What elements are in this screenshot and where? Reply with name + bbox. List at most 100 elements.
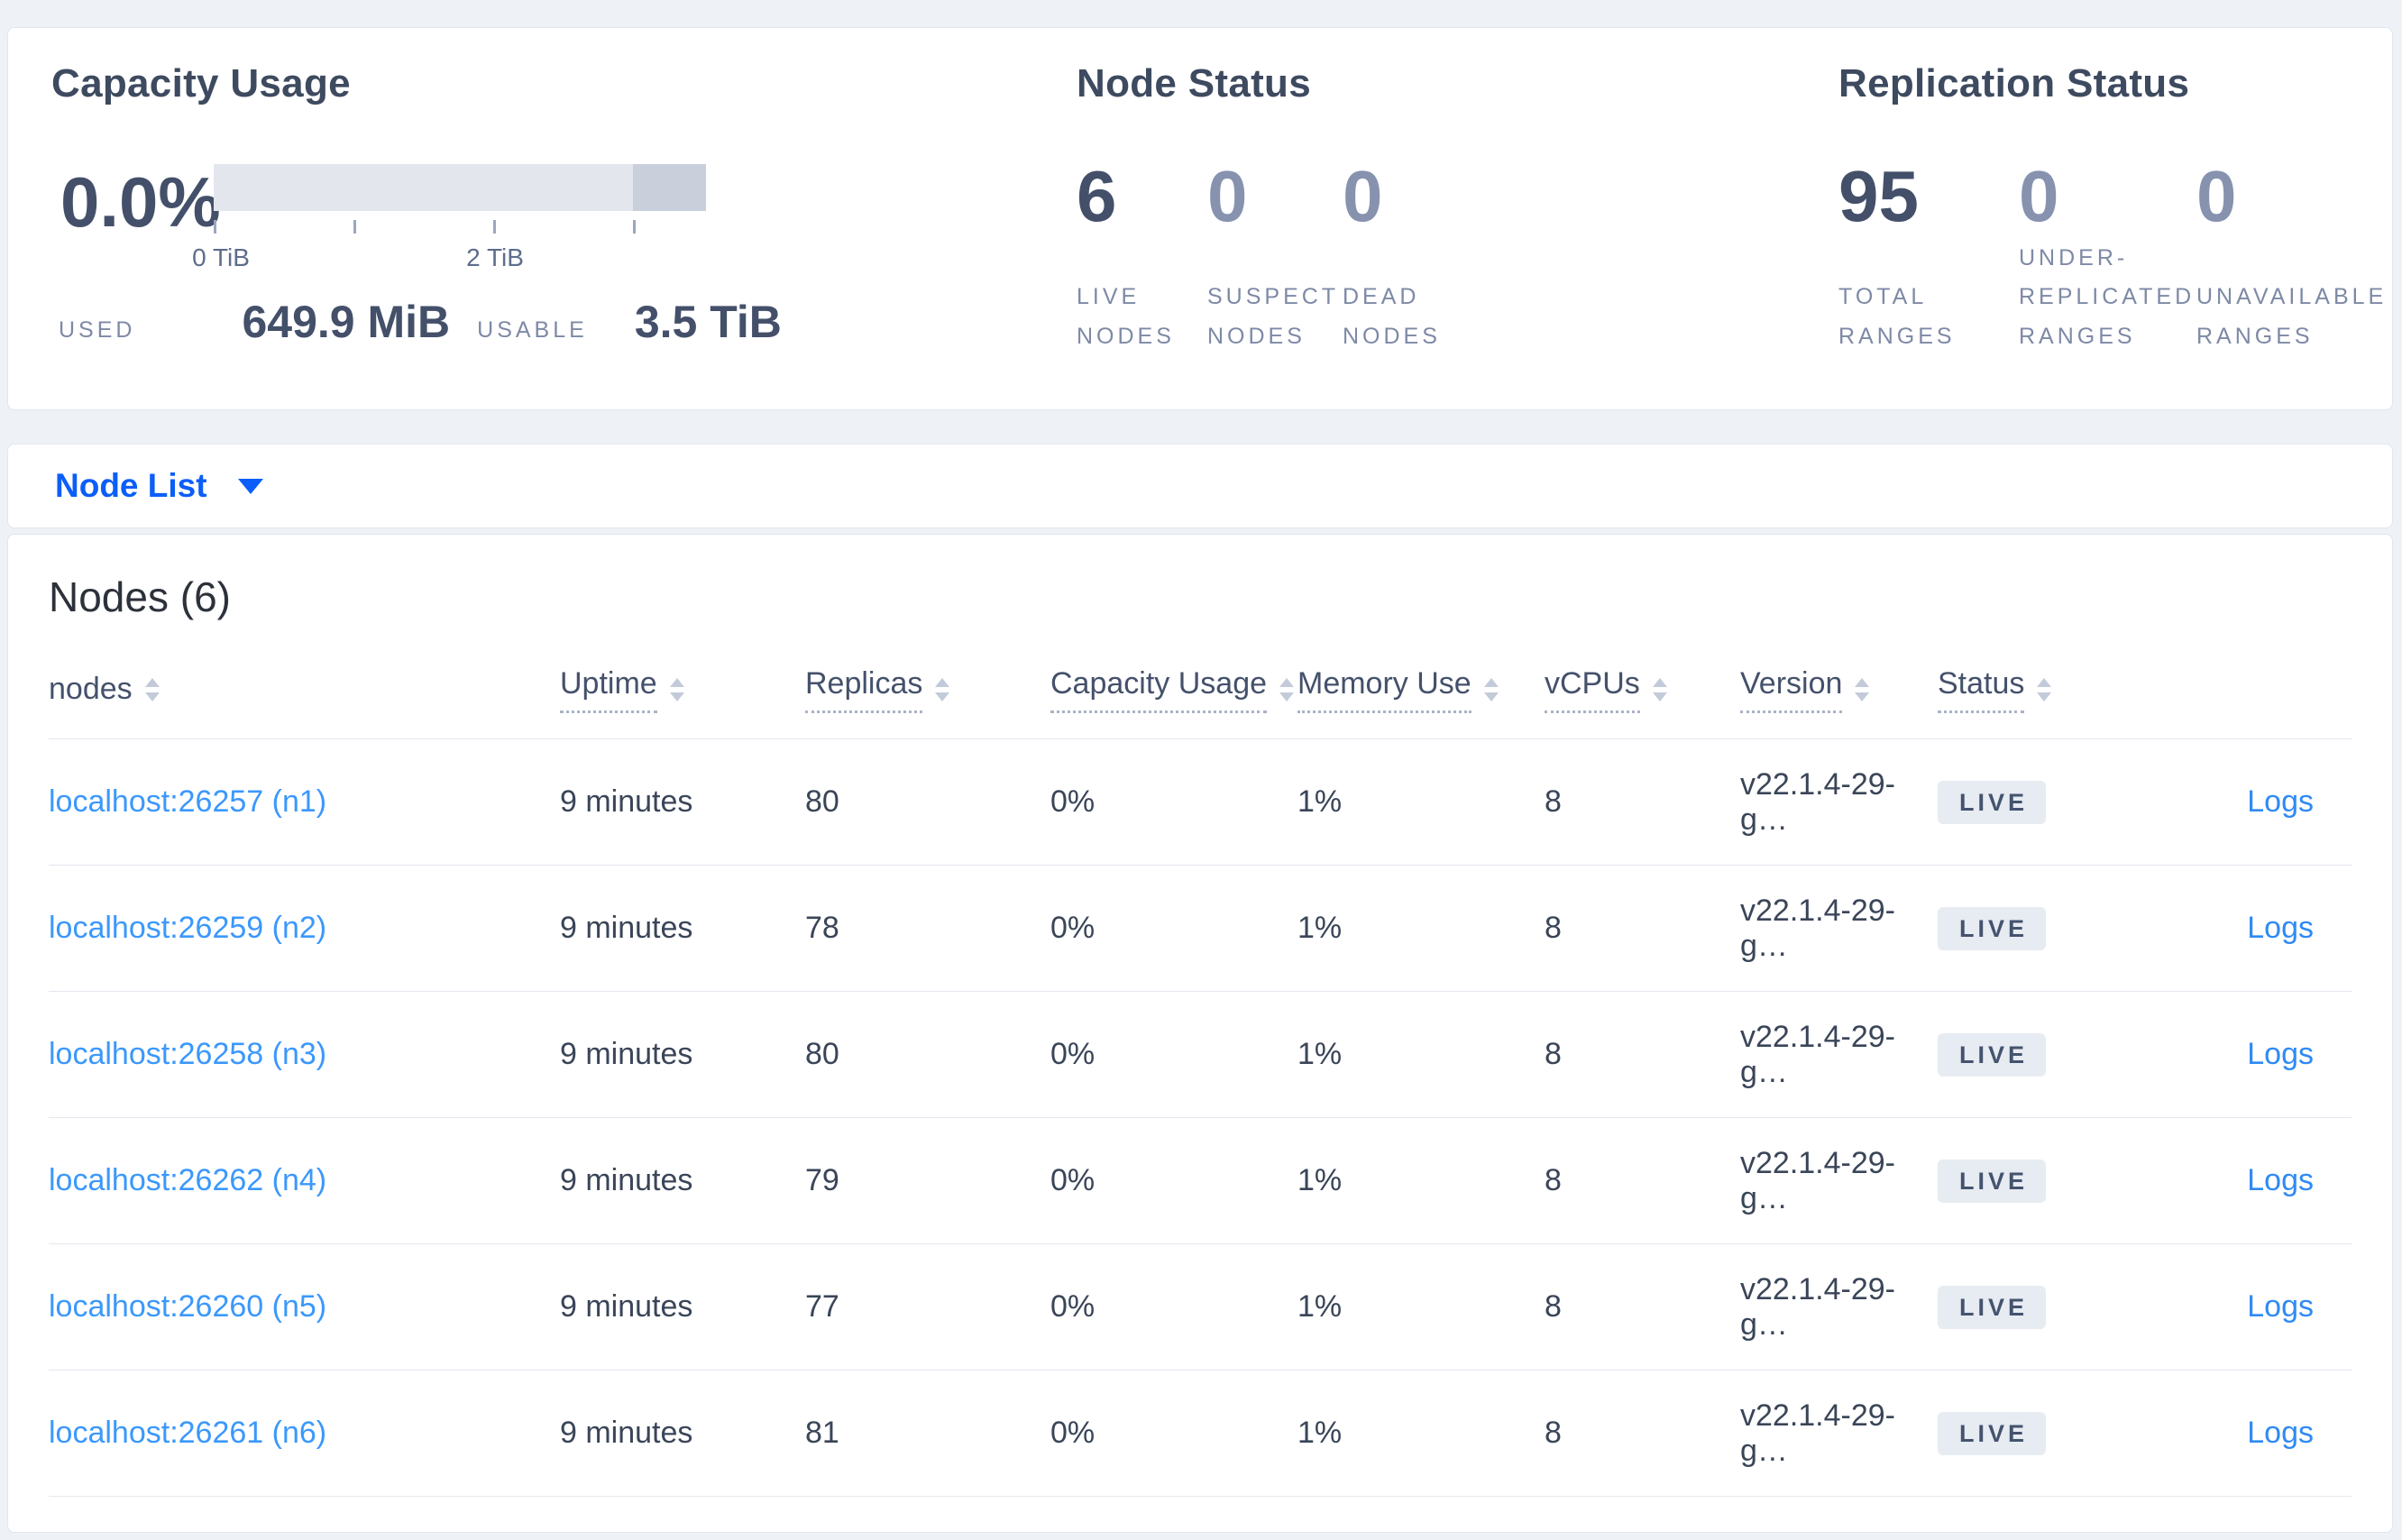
node-name-cell: localhost:26259 (n2) [49,911,560,946]
node-list-selector-bar: Node List [7,444,2393,528]
column-header-memory-use[interactable]: Memory Use [1297,665,1545,714]
sort-icon [935,677,950,701]
capacity-cell: 0% [1050,1416,1096,1451]
replicas-cell: 81 [805,1416,839,1451]
used-label: USED [59,316,136,343]
vcpus-cell: 8 [1545,1289,1562,1325]
node-name-cell: localhost:26257 (n1) [49,784,560,820]
dead-nodes-label: DEAD NODES [1343,284,1441,350]
logs-link[interactable]: Logs [2247,911,2314,946]
sort-icon [669,677,684,701]
node-link[interactable]: localhost:26257 (n1) [49,784,327,820]
node-list-dropdown[interactable]: Node List [55,467,263,505]
capacity-cell: 0% [1050,1037,1096,1072]
column-header-capacity-usage[interactable]: Capacity Usage [1050,665,1297,714]
column-header-replicas[interactable]: Replicas [805,665,1050,714]
vcpus-cell: 8 [1545,1163,1562,1198]
capacity-usage-section: Capacity Usage 0.0% 0 TiB 2 TiB USED 649… [51,60,782,348]
version-cell: v22.1.4-29-g… [1740,1271,1895,1342]
node-status-stats: 6 LIVE NODES 0 SUSPECT NODES 0 DEAD NODE… [1077,160,1464,357]
gauge-tick [353,219,356,234]
table-row: localhost:26261 (n6) 9 minutes 81 0% 1% … [49,1370,2352,1498]
version-cell: v22.1.4-29-g… [1740,1145,1895,1215]
node-link[interactable]: localhost:26261 (n6) [49,1416,327,1451]
column-header-version[interactable]: Version [1740,665,1938,714]
memory-cell: 1% [1297,1289,1343,1325]
status-badge: LIVE [1938,1159,2047,1203]
logs-link[interactable]: Logs [2247,1416,2314,1451]
capacity-usage-title: Capacity Usage [51,61,351,105]
status-cell: LIVE [1938,1159,2154,1203]
replicas-cell: 80 [805,784,839,820]
capacity-used-usable-row: USED 649.9 MiB USABLE 3.5 TiB [59,296,782,348]
dead-nodes-value: 0 [1343,155,1383,236]
replicas-cell: 77 [805,1289,839,1325]
logs-link[interactable]: Logs [2247,1037,2314,1072]
unavailable-ranges-value: 0 [2196,155,2237,236]
logs-cell: Logs [2154,784,2352,820]
memory-cell: 1% [1297,911,1343,946]
logs-cell: Logs [2154,1416,2352,1451]
node-link[interactable]: localhost:26258 (n3) [49,1037,327,1072]
sort-icon [1279,677,1295,701]
capacity-cell: 0% [1050,1289,1096,1325]
column-header-uptime[interactable]: Uptime [560,665,805,714]
usable-value: 3.5 TiB [634,296,782,347]
memory-cell: 1% [1297,1037,1343,1072]
sort-icon [1652,677,1667,701]
logs-link[interactable]: Logs [2247,784,2314,820]
under-replicated-ranges-label: UNDER-REPLICATED RANGES [2019,244,2196,350]
capacity-cell: 0% [1050,1163,1096,1198]
uptime-cell: 9 minutes [560,784,693,820]
memory-cell: 1% [1297,1163,1343,1198]
status-badge: LIVE [1938,1411,2047,1455]
replicas-cell: 80 [805,1037,839,1072]
column-header-status[interactable]: Status [1938,665,2154,714]
column-header-nodes[interactable]: nodes [49,671,560,708]
node-name-cell: localhost:26261 (n6) [49,1416,560,1451]
chevron-down-icon [237,478,263,494]
table-row: localhost:26257 (n1) 9 minutes 80 0% 1% … [49,739,2352,866]
gauge-tick [493,219,496,234]
replicas-cell: 78 [805,911,839,946]
under-replicated-ranges-value: 0 [2019,155,2059,236]
column-header-vcpus[interactable]: vCPUs [1545,665,1740,714]
gauge-tick-label-2: 2 TiB [466,243,524,271]
replication-status-stats: 95 TOTAL RANGES 0 UNDER-REPLICATED RANGE… [1838,160,2402,357]
version-cell: v22.1.4-29-g… [1740,1398,1895,1468]
node-status-section: Node Status 6 LIVE NODES 0 SUSPECT NODES… [1077,60,1464,357]
under-replicated-ranges-stat: 0 UNDER-REPLICATED RANGES [2019,160,2196,357]
node-name-cell: localhost:26262 (n4) [49,1163,560,1198]
vcpus-cell: 8 [1545,784,1562,820]
unavailable-ranges-label: UNAVAILABLE RANGES [2196,284,2388,350]
total-ranges-stat: 95 TOTAL RANGES [1838,160,2019,357]
used-value: 649.9 MiB [242,296,451,347]
live-nodes-value: 6 [1077,155,1117,236]
capacity-gauge: 0 TiB 2 TiB [192,163,706,271]
node-name-cell: localhost:26258 (n3) [49,1037,560,1072]
cluster-summary-card: Capacity Usage 0.0% 0 TiB 2 TiB USED 649… [7,27,2393,410]
logs-cell: Logs [2154,1037,2352,1072]
uptime-cell: 9 minutes [560,1037,693,1072]
nodes-table-title: Nodes (6) [49,573,231,620]
gauge-tick-label-0: 0 TiB [192,243,250,271]
unavailable-ranges-stat: 0 UNAVAILABLE RANGES [2196,160,2402,357]
logs-link[interactable]: Logs [2247,1289,2314,1325]
suspect-nodes-label: SUSPECT NODES [1207,284,1339,350]
version-cell: v22.1.4-29-g… [1740,893,1895,963]
node-link[interactable]: localhost:26259 (n2) [49,911,327,946]
replication-status-section: Replication Status 95 TOTAL RANGES 0 UND… [1838,60,2402,357]
vcpus-cell: 8 [1545,1416,1562,1451]
node-link[interactable]: localhost:26260 (n5) [49,1289,327,1325]
nodes-table-card: Nodes (6) nodes Uptime Replicas Capacity… [7,534,2393,1533]
status-cell: LIVE [1938,1285,2154,1329]
node-list-dropdown-label: Node List [55,467,207,504]
status-badge: LIVE [1938,1032,2047,1077]
node-link[interactable]: localhost:26262 (n4) [49,1163,327,1198]
status-cell: LIVE [1938,906,2154,950]
status-badge: LIVE [1938,906,2047,950]
suspect-nodes-stat: 0 SUSPECT NODES [1207,160,1343,357]
capacity-gauge-reserved-segment [633,163,706,211]
table-row: localhost:26262 (n4) 9 minutes 79 0% 1% … [49,1118,2352,1245]
logs-link[interactable]: Logs [2247,1163,2314,1198]
